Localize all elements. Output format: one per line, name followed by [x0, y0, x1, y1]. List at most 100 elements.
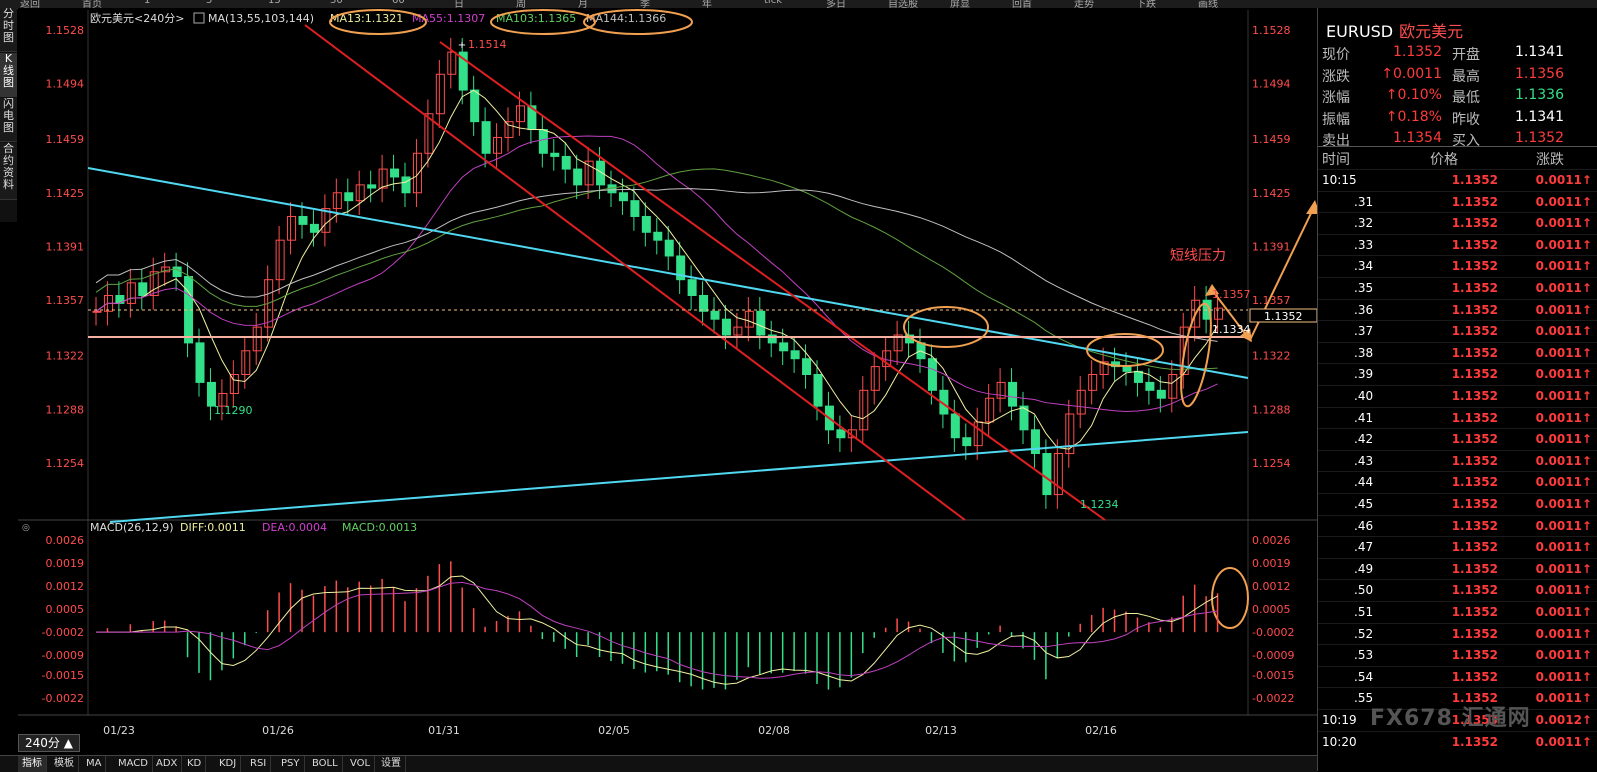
quote-value: 1.1341 [1515, 44, 1564, 60]
toolbar-item[interactable]: 屏显 [950, 0, 970, 9]
quote-panel: EURUSD 欧元美元 现价 1.1352 开盘 1.1341 涨跌 ↑0.0011 最高 1.… [1317, 8, 1597, 771]
toolbar-item[interactable]: 季 [640, 0, 650, 9]
indicator-tab-指标[interactable]: 指标 [18, 756, 47, 772]
tick-change: 0.0011↑ [1535, 561, 1592, 576]
toolbar-item[interactable]: 首页 [82, 0, 102, 9]
ma103-line [95, 168, 1218, 370]
current-price-label: 1.1352 [1264, 310, 1303, 323]
indicator-tab-ADX[interactable]: ADX [152, 756, 183, 772]
candle [1214, 307, 1224, 320]
indicator-tab-PSY[interactable]: PSY [277, 756, 305, 772]
candle [699, 294, 709, 312]
left-tab-0[interactable]: 分时图 [0, 8, 17, 52]
tick-change: 0.0011↑ [1535, 194, 1592, 209]
candle [653, 231, 663, 241]
tick-time: .53 [1354, 648, 1374, 663]
candle [229, 374, 239, 394]
callout-ellipse [1086, 333, 1164, 367]
tick-time: .33 [1354, 237, 1374, 252]
indicator-tab-KDJ[interactable]: KDJ [215, 756, 242, 772]
quote-value: 1.1341 [1515, 108, 1564, 125]
macd-diff: DIFF:0.0011 [180, 521, 246, 534]
current-price-box [1249, 308, 1317, 323]
period-selector[interactable]: 240分 ▲ [18, 734, 80, 752]
toolbar-item[interactable]: 走势 [1074, 0, 1094, 9]
quote-row: 卖出 1.1354 买入 1.1352 [1318, 128, 1597, 150]
candle [172, 266, 182, 278]
quote-label: 最高 [1452, 68, 1480, 85]
quote-row: 现价 1.1352 开盘 1.1341 [1318, 42, 1597, 64]
price-tick-right: 1.1391 [1252, 241, 1291, 254]
tick-change: 0.0011↑ [1535, 410, 1592, 425]
kline-chart[interactable]: 欧元美元<240分> MA(13,55,103,144) MA13:1.1321 MA… [0, 0, 1317, 755]
left-tab-2[interactable]: 闪电图 [0, 98, 17, 142]
toolbar-item[interactable]: 周 [516, 0, 526, 9]
toolbar-item[interactable]: 15 [268, 0, 281, 6]
candle [813, 374, 823, 407]
macd-tick-right: -0.0002 [1252, 626, 1294, 639]
price-tick-right: 1.1322 [1252, 350, 1291, 363]
toolbar-item[interactable]: 日 [454, 0, 464, 9]
arrowhead [1306, 200, 1317, 214]
toolbar-item[interactable]: 下跌 [1136, 0, 1156, 9]
quote-title: EURUSD 欧元美元 [1326, 18, 1463, 42]
pressure-label: 短线压力 [1170, 248, 1226, 264]
toolbar-item[interactable]: 30 [330, 0, 343, 6]
tick-row: .37 1.1352 0.0011↑ [1318, 320, 1597, 343]
tick-row: .36 1.1352 0.0011↑ [1318, 298, 1597, 322]
callout-ellipse [490, 9, 596, 35]
left-tab-3[interactable]: 合约资料 [0, 143, 17, 200]
toolbar-item[interactable]: 自选股 [888, 0, 918, 9]
macd-tick-right: -0.0009 [1252, 649, 1294, 662]
quote-label: 现价 [1322, 47, 1350, 63]
toolbar-item[interactable]: 回首 [1012, 0, 1032, 9]
candle [618, 192, 628, 202]
tick-price: 1.1352 [1451, 540, 1498, 555]
indicator-tab-设置[interactable]: 设置 [377, 756, 406, 772]
toolbar-item[interactable]: tick [764, 0, 782, 6]
tick-price: 1.1352 [1451, 367, 1498, 382]
tick-price: 1.1352 [1451, 237, 1498, 252]
indicator-tab-RSI[interactable]: RSI [246, 756, 272, 772]
toolbar-item[interactable]: 多日 [826, 0, 846, 9]
indicator-tab-MA[interactable]: MA [82, 756, 107, 772]
tick-change: 0.0011↑ [1535, 367, 1592, 382]
price-tick: 1.1425 [46, 187, 85, 200]
indicator-tab-MACD[interactable]: MACD [114, 756, 153, 772]
candle [161, 266, 171, 273]
quote-value: ↑0.18% [1385, 108, 1442, 125]
indicator-tab-模板[interactable]: 模板 [50, 756, 79, 772]
tick-price: 1.1352 [1451, 648, 1498, 663]
arrowhead [1240, 328, 1252, 342]
macd-tick-right: -0.0022 [1252, 692, 1294, 705]
tick-row: .42 1.1352 0.0011↑ [1318, 428, 1597, 451]
tick-row: .39 1.1352 0.0011↑ [1318, 363, 1597, 386]
indicator-tab-KD[interactable]: KD [183, 756, 207, 772]
candle [149, 271, 159, 296]
indicator-tab-BOLL[interactable]: BOLL [308, 756, 343, 772]
callout-ellipse [329, 9, 427, 35]
toolbar-item[interactable]: 画线 [1198, 0, 1218, 9]
candle [767, 334, 777, 344]
macd-tick: -0.0009 [42, 649, 84, 662]
ma144-line [95, 188, 1218, 342]
toolbar-item[interactable]: 返回 [20, 0, 40, 9]
toolbar-item[interactable]: 1 [144, 0, 151, 6]
candle [1156, 389, 1166, 399]
toolbar-item[interactable]: 60 [392, 0, 405, 6]
indicator-tab-VOL[interactable]: VOL [346, 756, 376, 772]
toolbar-item[interactable]: 5 [206, 0, 213, 6]
tick-time: .32 [1354, 216, 1374, 231]
left-tab-1[interactable]: K线图 [0, 53, 17, 97]
candle [504, 121, 514, 138]
tick-change: 0.0011↑ [1535, 389, 1592, 403]
diff-line [96, 575, 1218, 685]
price-tick: 1.1459 [46, 133, 85, 146]
candle [950, 413, 960, 439]
quote-value: 1.1336 [1515, 87, 1564, 103]
toolbar-item[interactable]: 月 [578, 0, 588, 9]
candle [870, 366, 880, 391]
candle [447, 51, 457, 75]
candle [561, 155, 571, 170]
toolbar-item[interactable]: 年 [702, 0, 712, 9]
